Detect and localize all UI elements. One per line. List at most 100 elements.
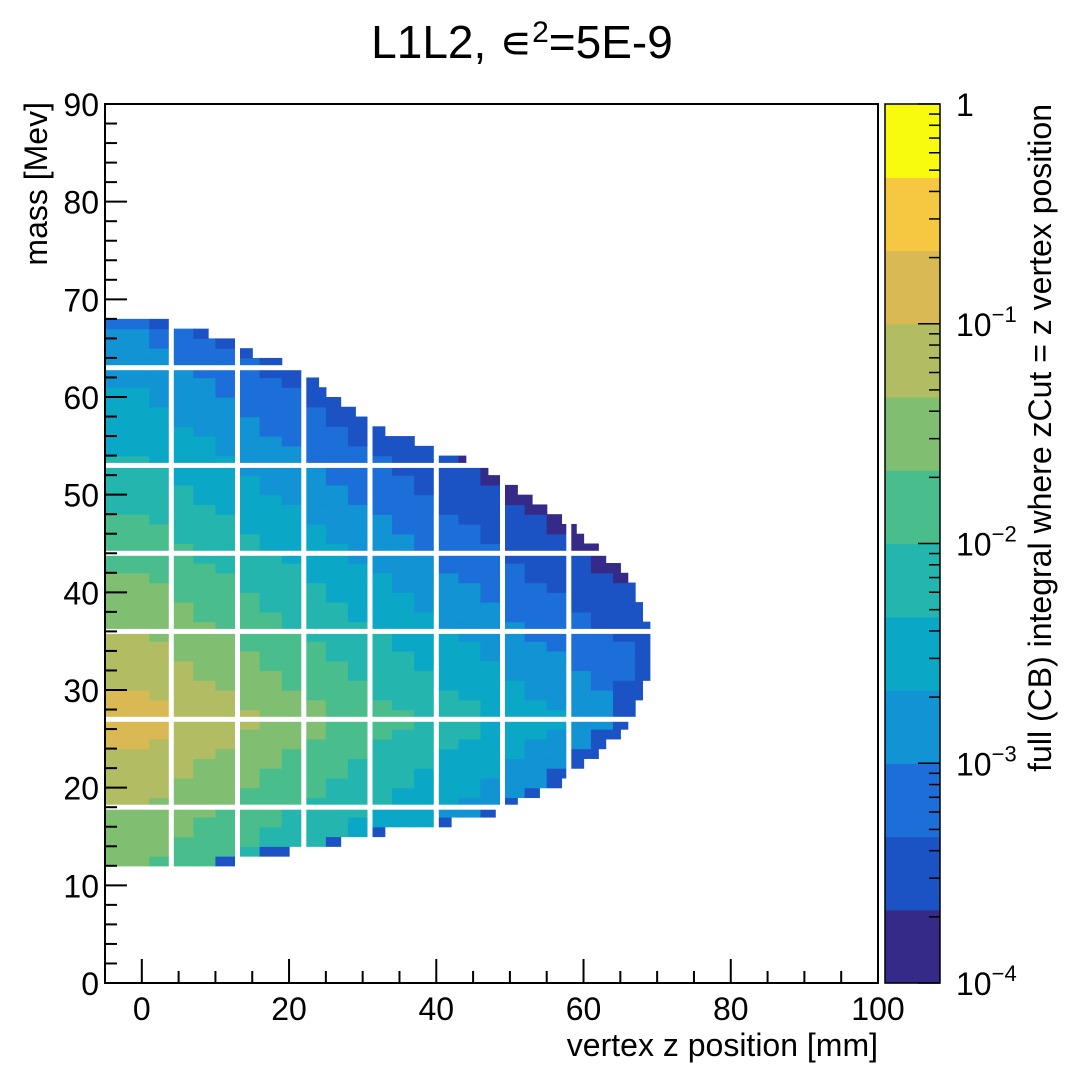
heatmap-cell: [347, 729, 371, 740]
heatmap-cell: [303, 621, 327, 632]
heatmap-cell: [237, 523, 261, 535]
heatmap-cell: [127, 826, 150, 838]
heatmap-cell: [237, 729, 261, 740]
heatmap-cell: [281, 719, 305, 730]
heatmap-cell: [458, 660, 482, 672]
heatmap-cell: [524, 719, 548, 730]
cell-gap-line: [105, 804, 878, 810]
plot-frame: [104, 103, 879, 984]
heatmap-cell: [281, 445, 305, 457]
heatmap-cell: [370, 602, 393, 613]
heatmap-cell: [237, 699, 261, 711]
heatmap-cell: [127, 416, 150, 427]
heatmap-cell: [237, 592, 261, 603]
heatmap-cell: [392, 611, 415, 623]
z-axis-label: full (CB) integral where zCut = z vertex…: [1022, 104, 1058, 772]
heatmap-cell: [303, 650, 327, 662]
heatmap-cell: [105, 807, 128, 818]
heatmap-cell: [502, 543, 526, 554]
heatmap-cell: [325, 660, 349, 672]
heatmap-cell: [458, 514, 482, 525]
heatmap-cell: [303, 807, 327, 818]
heatmap-cell: [215, 690, 239, 701]
heatmap-cell: [259, 670, 283, 681]
heatmap-cell: [105, 514, 128, 525]
heatmap-cell: [590, 690, 614, 701]
heatmap-cell: [171, 797, 194, 808]
heatmap-cell: [392, 748, 415, 759]
heatmap-cell: [414, 738, 437, 750]
heatmap-cell: [215, 592, 239, 603]
heatmap-cell: [303, 406, 327, 418]
heatmap-cell: [259, 416, 283, 427]
heatmap-cell: [303, 690, 327, 701]
heatmap-cell: [347, 504, 371, 515]
heatmap-cell: [568, 523, 577, 535]
heatmap-cell: [237, 357, 261, 369]
heatmap-cell: [303, 465, 327, 476]
heatmap-cell: [546, 523, 570, 535]
heatmap-cell: [612, 719, 629, 730]
heatmap-cell: [171, 338, 194, 349]
heatmap-cell: [568, 758, 585, 769]
heatmap-cell: [502, 738, 526, 750]
heatmap-cell: [193, 856, 217, 867]
heatmap-cell: [281, 748, 305, 759]
heatmap-cell: [370, 699, 393, 711]
heatmap-cell: [193, 338, 217, 349]
heatmap-cell: [281, 533, 305, 545]
heatmap-cell: [414, 777, 437, 789]
color-scale-band: [885, 763, 940, 838]
heatmap-cell: [193, 582, 217, 593]
heatmap-cell: [237, 543, 261, 554]
heatmap-cell: [325, 582, 349, 593]
heatmap-cell: [215, 582, 239, 593]
heatmap-cell: [127, 787, 150, 799]
heatmap-cell: [259, 387, 283, 398]
heatmap-cell: [171, 816, 194, 828]
heatmap-cell: [325, 768, 349, 779]
heatmap-cell: [414, 641, 437, 652]
heatmap-cell: [458, 582, 482, 593]
heatmap-cell: [436, 533, 459, 545]
heatmap-cell: [215, 484, 239, 496]
heatmap-cell: [502, 670, 526, 681]
heatmap-cell: [237, 504, 261, 515]
heatmap-cell: [127, 406, 150, 418]
heatmap-cell: [414, 621, 437, 632]
heatmap-cell: [325, 690, 349, 701]
heatmap-cell: [281, 367, 305, 379]
heatmap-cell: [193, 523, 217, 535]
heatmap-cell: [171, 738, 194, 750]
heatmap-cell: [436, 660, 459, 672]
heatmap-cell: [127, 436, 150, 447]
heatmap-cell: [127, 748, 150, 759]
heatmap-cell: [259, 826, 283, 838]
heatmap-cell: [414, 680, 437, 691]
heatmap-cell: [237, 348, 253, 359]
heatmap-cell: [414, 670, 437, 681]
heatmap-cell: [524, 543, 548, 554]
heatmap-cell: [546, 602, 570, 613]
heatmap-cell: [392, 738, 415, 750]
heatmap-cell: [370, 748, 393, 759]
heatmap-cell: [436, 514, 459, 525]
heatmap-cell: [524, 768, 548, 779]
heatmap-cell: [480, 768, 504, 779]
heatmap-cell: [303, 416, 327, 427]
heatmap-cell: [281, 670, 305, 681]
heatmap-cell: [149, 436, 172, 447]
heatmap-cell: [105, 856, 128, 867]
heatmap-cell: [546, 611, 570, 623]
heatmap-cell: [436, 670, 459, 681]
heatmap-cell: [171, 690, 194, 701]
heatmap-cell: [325, 465, 349, 476]
heatmap-cell: [215, 523, 239, 535]
heatmap-cell: [546, 631, 570, 642]
heatmap-cell: [237, 777, 261, 789]
heatmap-cell: [524, 729, 548, 740]
heatmap-cell: [237, 514, 261, 525]
heatmap-cell: [414, 787, 437, 799]
heatmap-cell: [635, 602, 644, 613]
heatmap-cell: [215, 426, 239, 437]
